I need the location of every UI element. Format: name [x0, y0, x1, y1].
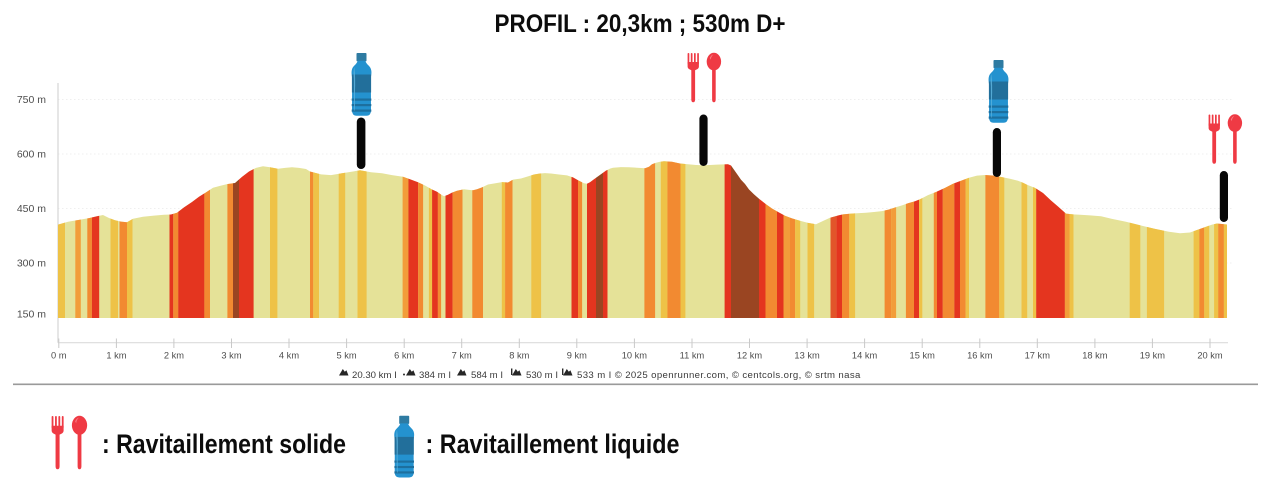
- svg-text:: Ravitaillement liquide: : Ravitaillement liquide: [426, 429, 680, 459]
- svg-text:7 km: 7 km: [452, 351, 472, 361]
- svg-text:12 km: 12 km: [737, 351, 763, 361]
- svg-text:3 km: 3 km: [221, 351, 241, 361]
- svg-text:450 m: 450 m: [17, 203, 46, 215]
- svg-text:13 km: 13 km: [794, 351, 820, 361]
- svg-text:150 m: 150 m: [17, 309, 46, 321]
- svg-text:15 km: 15 km: [910, 351, 936, 361]
- svg-text:1 km: 1 km: [106, 351, 126, 361]
- svg-text:10 km: 10 km: [622, 351, 648, 361]
- svg-text:9 km: 9 km: [567, 351, 587, 361]
- svg-text:11 km: 11 km: [680, 351, 705, 361]
- svg-text:2 km: 2 km: [164, 351, 184, 361]
- svg-text:19 km: 19 km: [1140, 351, 1166, 361]
- svg-text:PROFIL : 20,3km ; 530m D+: PROFIL : 20,3km ; 530m D+: [495, 10, 786, 38]
- svg-text:8 km: 8 km: [509, 351, 529, 361]
- svg-text:4 km: 4 km: [279, 351, 299, 361]
- svg-text:300 m: 300 m: [17, 258, 46, 270]
- svg-text:584 m I: 584 m I: [471, 370, 503, 381]
- svg-text:750 m: 750 m: [17, 94, 46, 106]
- svg-text:5 km: 5 km: [337, 351, 357, 361]
- svg-text:17 km: 17 km: [1025, 351, 1051, 361]
- svg-text:20 km: 20 km: [1197, 351, 1223, 361]
- svg-text:14 km: 14 km: [852, 351, 878, 361]
- svg-text:6 km: 6 km: [394, 351, 414, 361]
- svg-text:20.30 km I: 20.30 km I: [352, 370, 397, 381]
- svg-text:384 m I: 384 m I: [419, 370, 451, 381]
- svg-text:16 km: 16 km: [967, 351, 993, 361]
- svg-text:0 m: 0 m: [51, 351, 67, 361]
- svg-text:530 m I: 530 m I: [526, 370, 558, 381]
- svg-text:533 m I © 2025 openrunner.com,: 533 m I © 2025 openrunner.com, © centcol…: [577, 370, 861, 381]
- svg-text:600 m: 600 m: [17, 149, 46, 161]
- svg-text:18 km: 18 km: [1082, 351, 1108, 361]
- svg-text:: Ravitaillement solide: : Ravitaillement solide: [102, 429, 346, 459]
